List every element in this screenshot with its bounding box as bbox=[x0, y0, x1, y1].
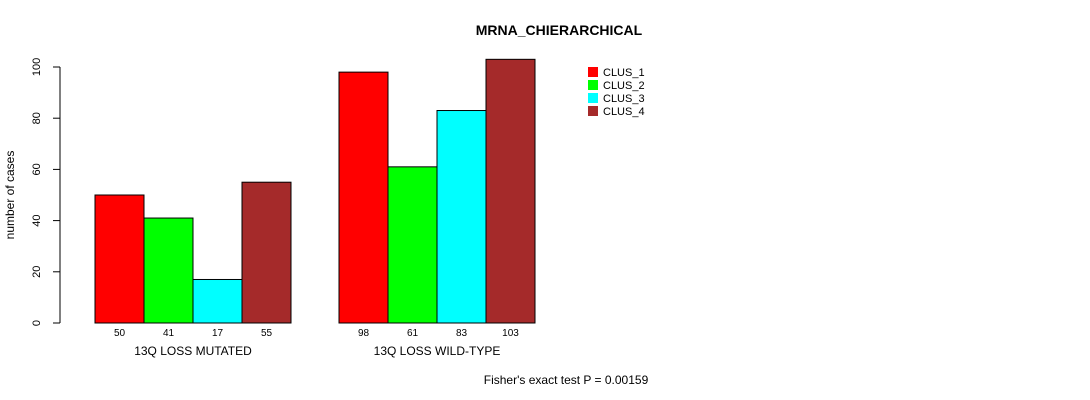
y-tick-label: 20 bbox=[31, 266, 43, 278]
bar-value-label: 83 bbox=[456, 328, 468, 339]
bar-value-label: 61 bbox=[407, 328, 419, 339]
legend-label: CLUS_2 bbox=[603, 80, 645, 92]
bar-value-label: 50 bbox=[114, 328, 126, 339]
bar-clus-4-group-1 bbox=[241, 181, 292, 324]
bar-clus-2-group-2 bbox=[387, 166, 438, 324]
legend-label: CLUS_4 bbox=[603, 106, 645, 118]
bar-value-labels: 50 41 17 55 98 61 83 103 bbox=[114, 328, 519, 339]
y-tick-label: 60 bbox=[31, 163, 43, 175]
y-tick-label: 40 bbox=[31, 214, 43, 226]
legend-label: CLUS_1 bbox=[603, 67, 645, 79]
y-axis-label: number of cases bbox=[3, 151, 17, 240]
y-axis: 0 20 40 60 80 100 bbox=[31, 58, 61, 326]
legend-swatch bbox=[588, 106, 598, 116]
bar-value-label: 98 bbox=[358, 328, 370, 339]
bar-clus-3-group-1 bbox=[192, 278, 243, 324]
group-label: 13Q LOSS WILD-TYPE bbox=[374, 344, 501, 358]
legend-swatch bbox=[588, 80, 598, 90]
legend-swatch bbox=[588, 93, 598, 103]
bar-clus-4-group-2 bbox=[485, 58, 536, 324]
bar-clus-1-group-2 bbox=[338, 71, 389, 324]
bar-clus-3-group-2 bbox=[436, 110, 487, 324]
bar-value-label: 17 bbox=[212, 328, 224, 339]
group-label: 13Q LOSS MUTATED bbox=[134, 344, 252, 358]
p-value-annotation: Fisher's exact test P = 0.00159 bbox=[484, 373, 649, 387]
y-tick-label: 100 bbox=[31, 58, 43, 76]
legend-swatch bbox=[588, 67, 598, 77]
bar-clus-2-group-1 bbox=[143, 217, 194, 324]
bar-value-label: 55 bbox=[261, 328, 273, 339]
group-labels: 13Q LOSS MUTATED 13Q LOSS WILD-TYPE bbox=[134, 344, 500, 358]
y-tick-label: 80 bbox=[31, 112, 43, 124]
bar-value-label: 41 bbox=[163, 328, 175, 339]
legend-label: CLUS_3 bbox=[603, 93, 645, 105]
bar-value-label: 103 bbox=[502, 328, 519, 339]
chart-title: MRNA_CHIERARCHICAL bbox=[476, 22, 643, 38]
y-tick-label: 0 bbox=[31, 320, 43, 326]
bars bbox=[94, 58, 536, 324]
bar-clus-1-group-1 bbox=[94, 194, 145, 324]
